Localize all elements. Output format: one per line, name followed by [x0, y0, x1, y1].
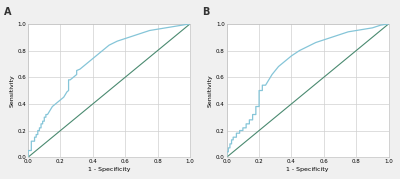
Text: B: B	[202, 7, 210, 17]
Y-axis label: Sensitivity: Sensitivity	[10, 74, 14, 107]
Text: A: A	[4, 7, 11, 17]
X-axis label: 1 - Specificity: 1 - Specificity	[286, 167, 329, 172]
Y-axis label: Sensitivity: Sensitivity	[208, 74, 213, 107]
X-axis label: 1 - Specificity: 1 - Specificity	[88, 167, 130, 172]
